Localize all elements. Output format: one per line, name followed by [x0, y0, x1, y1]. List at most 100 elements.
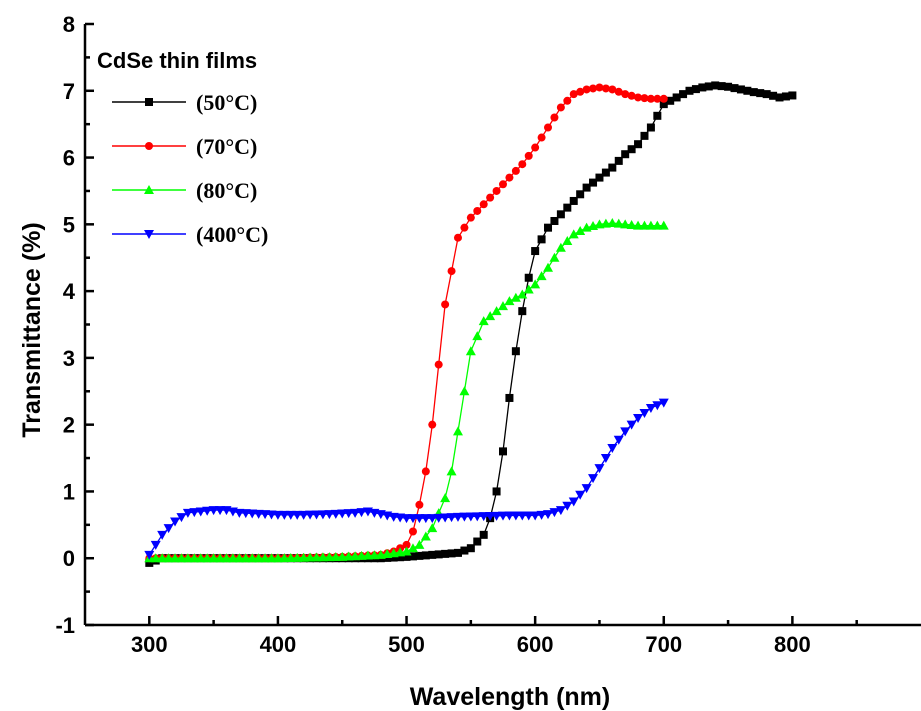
y-tick-label: 1 [63, 479, 75, 504]
data-point [666, 96, 675, 105]
data-point [253, 553, 264, 563]
data-point [415, 500, 424, 509]
data-point [517, 511, 528, 521]
data-point [311, 510, 322, 520]
data-point [505, 393, 514, 402]
data-point [272, 553, 283, 563]
data-point [517, 289, 528, 299]
data-point [537, 235, 546, 244]
data-point [305, 552, 316, 562]
data-point [639, 408, 650, 418]
data-point [614, 156, 623, 165]
data-point [408, 527, 417, 536]
data-point [504, 511, 515, 521]
data-point [556, 210, 565, 219]
data-point [608, 163, 617, 172]
y-tick-label: -1 [55, 613, 75, 638]
data-point [396, 553, 405, 562]
data-point [247, 553, 258, 563]
data-point [240, 553, 251, 563]
data-point [337, 509, 348, 519]
data-point [202, 553, 213, 563]
data-point [743, 86, 752, 95]
data-point [652, 220, 663, 230]
legend-marker [144, 185, 154, 194]
data-point [215, 553, 226, 563]
data-point [556, 103, 565, 112]
data-point [550, 216, 559, 225]
y-tick-label: 2 [63, 413, 75, 438]
data-point [465, 512, 476, 522]
data-point [305, 510, 316, 520]
data-point [749, 88, 758, 97]
y-tick-label: 4 [63, 279, 76, 304]
data-point [717, 82, 726, 91]
data-point [562, 236, 573, 246]
data-point [645, 403, 656, 413]
data-point [626, 420, 637, 430]
data-point [150, 540, 161, 550]
data-point [427, 523, 438, 533]
data-point [221, 553, 232, 563]
data-point [626, 220, 637, 230]
data-point [510, 511, 521, 521]
data-point [401, 514, 412, 524]
data-point [292, 510, 303, 520]
legend-label: (80°C) [196, 178, 257, 203]
data-point [679, 90, 688, 99]
data-point [260, 553, 271, 563]
data-point [170, 553, 181, 563]
data-point [627, 145, 636, 154]
data-point [595, 83, 604, 92]
data-point [389, 553, 398, 562]
legend-entry: (70°C) [112, 134, 257, 159]
data-point [176, 553, 187, 563]
data-point [498, 511, 508, 521]
data-point [536, 510, 547, 520]
data-point [150, 553, 161, 563]
y-tick-label: 6 [63, 146, 75, 171]
data-point [575, 490, 586, 500]
y-tick-label: 7 [63, 79, 75, 104]
data-point [756, 89, 765, 98]
data-point [568, 497, 579, 507]
data-point [659, 94, 668, 103]
data-point [447, 549, 456, 558]
legend-marker [145, 98, 153, 106]
data-point [472, 331, 483, 341]
data-point [549, 508, 560, 518]
data-point [330, 552, 341, 562]
data-point [279, 553, 290, 563]
data-point [685, 86, 694, 95]
legend-label: (400°C) [196, 222, 268, 247]
data-point [145, 558, 154, 567]
data-point [595, 173, 604, 182]
data-point [473, 206, 482, 215]
data-point [343, 509, 354, 519]
data-point [704, 82, 713, 91]
data-point [157, 553, 168, 563]
data-point [144, 550, 155, 560]
data-point [640, 94, 649, 103]
data-point [536, 271, 547, 281]
legend-entry: (80°C) [112, 178, 257, 203]
data-point [511, 347, 520, 356]
data-point [499, 447, 507, 456]
data-point [633, 413, 644, 423]
data-point [428, 550, 437, 559]
data-point [645, 220, 656, 230]
data-point [414, 514, 425, 524]
data-point [563, 203, 572, 212]
legend-marker [144, 230, 154, 239]
y-axis-title: Transmittance (%) [18, 222, 46, 437]
data-point [440, 513, 451, 523]
data-point [324, 510, 335, 520]
y-tick-label: 5 [63, 212, 75, 237]
data-point [446, 513, 457, 523]
data-point [614, 87, 623, 96]
data-point [420, 531, 431, 541]
legend-entry: (50°C) [112, 90, 257, 115]
data-point [601, 168, 610, 177]
data-point [402, 540, 411, 549]
